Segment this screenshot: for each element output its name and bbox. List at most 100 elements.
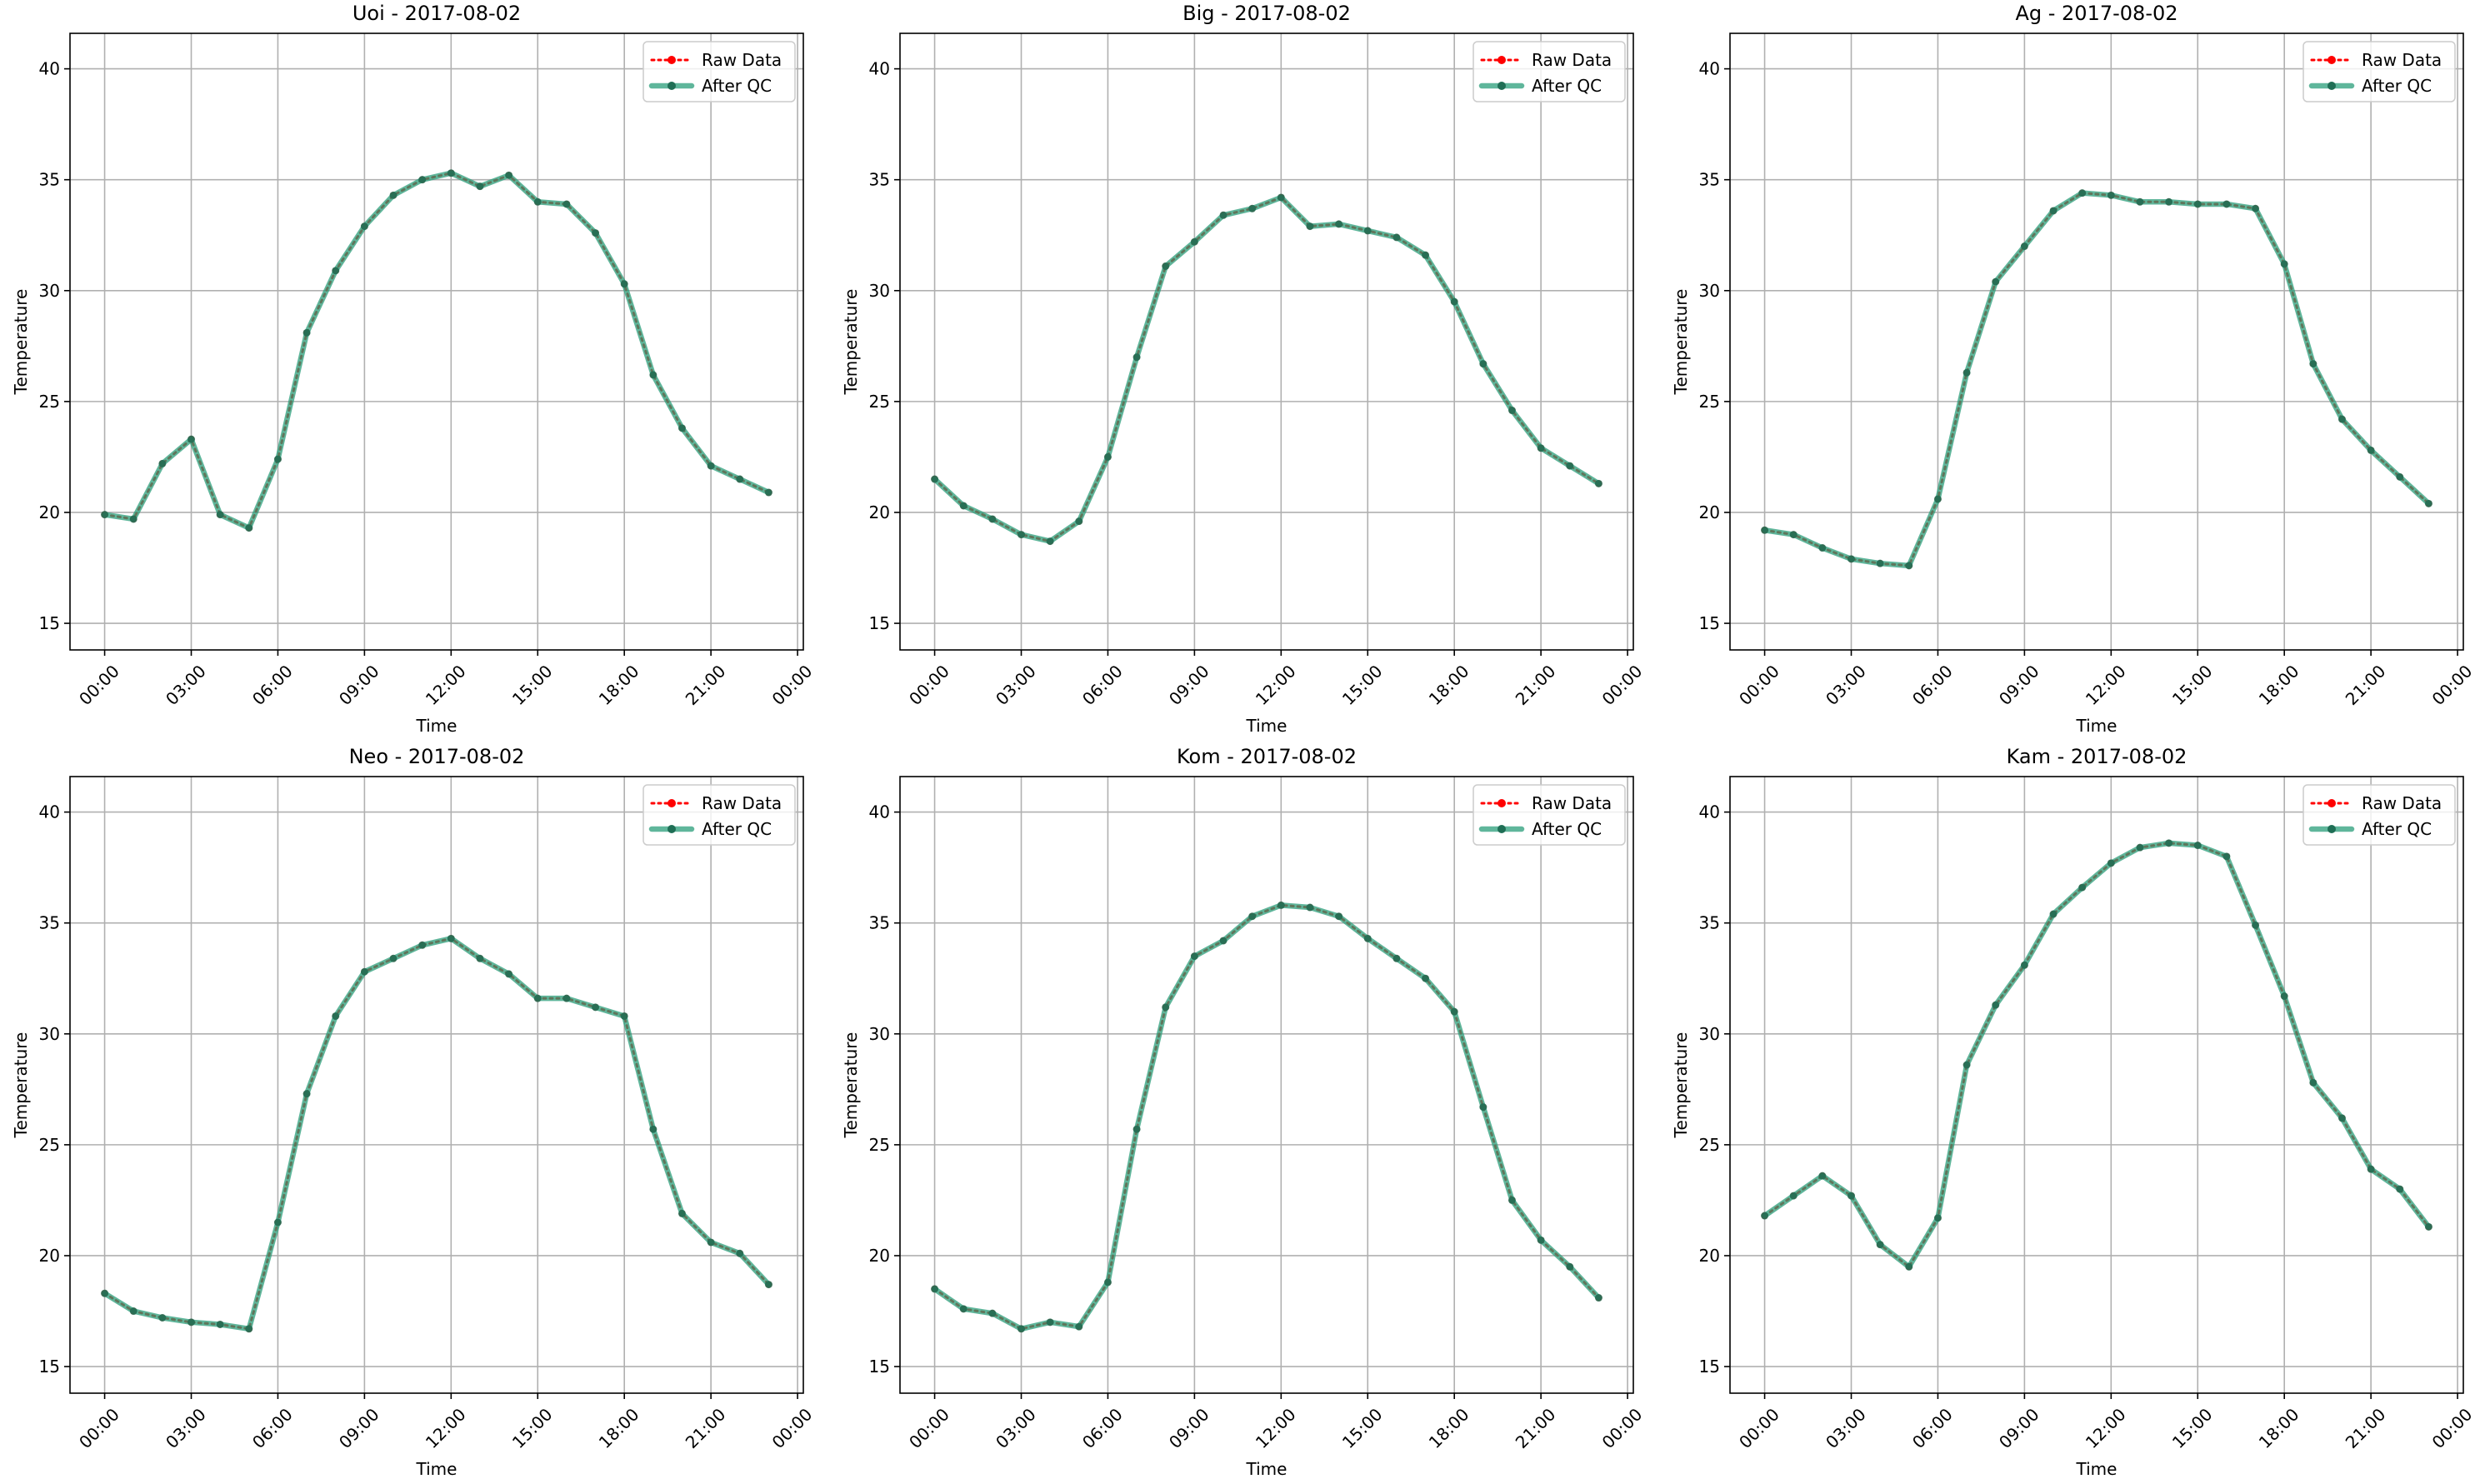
- x-tick-label: 06:00: [1908, 1404, 1957, 1452]
- plot-frame: [69, 776, 804, 1394]
- x-tick-label: 12:00: [2082, 1404, 2130, 1452]
- x-tick-label: 15:00: [2168, 661, 2217, 709]
- raw-data-line: [103, 937, 770, 1331]
- after-qc-point: [1566, 462, 1574, 470]
- after-qc-point: [1594, 1294, 1602, 1302]
- x-tick-label: 06:00: [248, 661, 297, 709]
- after-qc-point: [2049, 207, 2058, 215]
- x-tick-label: 12:00: [422, 661, 470, 709]
- x-tick-label: 18:00: [1425, 1404, 1473, 1452]
- after-qc-point: [1508, 407, 1516, 415]
- x-tick-label: 21:00: [1512, 661, 1560, 709]
- after-qc-point: [129, 515, 138, 523]
- x-tick-label: 03:00: [162, 661, 210, 709]
- x-tick-label: 09:00: [1165, 1404, 1213, 1452]
- after-qc-point: [1306, 222, 1314, 231]
- after-qc-point: [2309, 1078, 2318, 1087]
- legend: Raw Data After QC: [1472, 41, 1626, 102]
- x-tick-label: 00:00: [1598, 661, 1647, 709]
- after-qc-point: [1905, 1262, 1913, 1271]
- after-qc-point: [216, 1320, 224, 1328]
- x-tick-label: 00:00: [1735, 1404, 1783, 1452]
- y-tick-label: 40: [869, 802, 890, 822]
- raw-data-line: [1763, 192, 2430, 567]
- x-tick-label: 03:00: [1822, 1404, 1870, 1452]
- after-qc-point: [2424, 499, 2432, 507]
- after-qc-point: [418, 941, 427, 949]
- raw-data-line: [1763, 842, 2430, 1268]
- x-tick-label: 09:00: [1165, 661, 1213, 709]
- after-qc-point: [2136, 197, 2144, 206]
- legend-after-qc-marker: [2328, 825, 2336, 833]
- after-qc-point: [1422, 974, 1430, 982]
- y-tick-label: 40: [1699, 802, 1720, 822]
- after-qc-point: [505, 171, 513, 179]
- after-qc-point: [533, 994, 542, 1002]
- x-tick-label: 12:00: [2082, 661, 2130, 709]
- after-qc-point: [592, 1003, 600, 1012]
- y-tick-label: 20: [1699, 502, 1720, 522]
- y-tick-label: 30: [39, 281, 60, 301]
- after-qc-point: [959, 1305, 968, 1313]
- x-tick-label: 03:00: [162, 1404, 210, 1452]
- after-qc-point: [562, 200, 571, 208]
- after-qc-point: [1335, 220, 1343, 228]
- after-qc-point: [2020, 961, 2028, 969]
- after-qc-point: [1103, 452, 1112, 461]
- x-tick-label: 18:00: [595, 661, 643, 709]
- x-axis-label: Time: [2076, 1459, 2118, 1479]
- after-qc-point: [2338, 1114, 2346, 1122]
- after-qc-point: [1162, 262, 1170, 270]
- after-qc-point: [2367, 446, 2375, 454]
- after-qc-point: [1876, 559, 1884, 567]
- after-qc-point: [678, 1209, 686, 1217]
- x-tick-label: 00:00: [75, 1404, 123, 1452]
- legend-label: Raw Data: [2362, 793, 2442, 813]
- plot-frame: [899, 776, 1634, 1394]
- after-qc-point: [1392, 954, 1401, 962]
- after-qc-point: [129, 1307, 138, 1316]
- after-qc-point: [562, 994, 571, 1002]
- after-qc-point: [1933, 1214, 1942, 1222]
- after-qc-point: [1594, 479, 1602, 487]
- x-tick-label: 00:00: [2428, 661, 2477, 709]
- x-tick-label: 12:00: [422, 1404, 470, 1452]
- after-qc-point: [959, 502, 968, 510]
- y-tick-label: 30: [1699, 1024, 1720, 1044]
- after-qc-point: [2165, 197, 2173, 206]
- x-tick-label: 21:00: [1512, 1404, 1560, 1452]
- after-qc-point: [988, 1309, 997, 1317]
- after-qc-point: [736, 1249, 744, 1257]
- after-qc-point: [1848, 555, 1856, 563]
- after-qc-point: [1306, 903, 1314, 912]
- x-tick-label: 12:00: [1252, 1404, 1300, 1452]
- after-qc-point: [476, 182, 484, 191]
- y-tick-label: 35: [869, 170, 890, 190]
- after-qc-point: [1789, 1192, 1798, 1200]
- after-qc-point: [1876, 1241, 1884, 1249]
- after-qc-point: [2193, 842, 2202, 850]
- after-qc-point: [476, 954, 484, 962]
- y-tick-label: 15: [39, 613, 60, 633]
- after-qc-point: [1761, 1212, 1769, 1220]
- after-qc-line: [1762, 840, 2432, 1270]
- after-qc-point: [2107, 191, 2115, 199]
- after-qc-point: [1537, 444, 1545, 452]
- subplot-title: Ag - 2017-08-02: [2015, 2, 2178, 25]
- after-qc-point: [1363, 934, 1372, 942]
- after-qc-point: [273, 455, 282, 463]
- after-qc-point: [2136, 843, 2144, 852]
- after-qc-point: [2107, 859, 2115, 867]
- subplot-title: Kom - 2017-08-02: [1177, 745, 1357, 768]
- x-tick-label: 21:00: [2342, 661, 2390, 709]
- x-tick-label: 00:00: [768, 661, 817, 709]
- y-tick-label: 15: [869, 1357, 890, 1377]
- after-qc-point: [1818, 1172, 1827, 1180]
- x-tick-label: 00:00: [768, 1404, 817, 1452]
- after-qc-point: [1248, 912, 1257, 921]
- x-axis-label: Time: [1246, 1459, 1288, 1479]
- after-qc-point: [1277, 901, 1285, 909]
- legend: Raw Data After QC: [642, 41, 796, 102]
- after-qc-point: [447, 169, 455, 177]
